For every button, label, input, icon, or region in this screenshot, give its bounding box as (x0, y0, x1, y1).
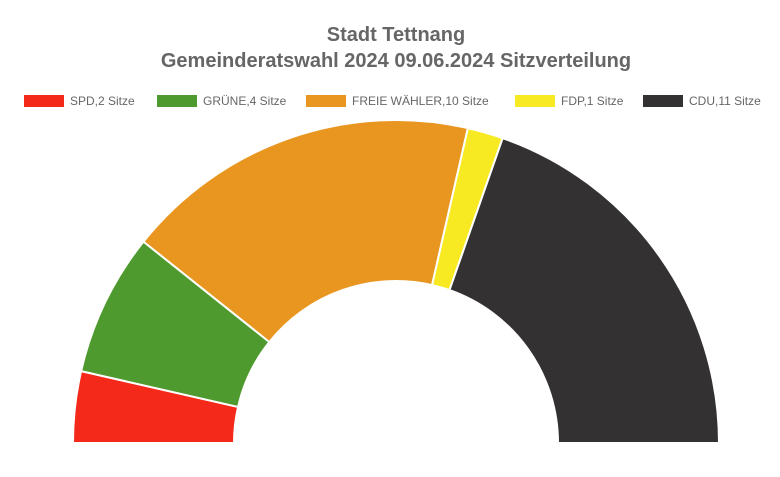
slices-group (71, 119, 721, 444)
legend-item-gruene[interactable]: GRÜNE,4 Sitze (157, 94, 286, 108)
legend-label-freie-waehler: FREIE WÄHLER,10 Sitze (352, 94, 489, 108)
chart-title: Stadt Tettnang Gemeinderatswahl 2024 09.… (0, 22, 780, 74)
legend-item-fdp[interactable]: FDP,1 Sitze (515, 94, 623, 108)
legend-swatch-gruene (157, 95, 197, 107)
legend-label-spd: SPD,2 Sitze (70, 94, 135, 108)
chart-title-line-2: Gemeinderatswahl 2024 09.06.2024 Sitzver… (160, 50, 632, 72)
legend-item-cdu[interactable]: CDU,11 Sitze (643, 94, 761, 108)
chart-title-line-1: Stadt Tettnang (326, 24, 466, 46)
slice-cdu[interactable] (448, 136, 721, 444)
legend-item-freie-waehler[interactable]: FREIE WÄHLER,10 Sitze (306, 94, 489, 108)
slice-freie-waehler[interactable] (142, 119, 470, 344)
legend-item-spd[interactable]: SPD,2 Sitze (24, 94, 135, 108)
legend-swatch-cdu (643, 95, 683, 107)
legend-swatch-spd (24, 95, 64, 107)
legend-label-cdu: CDU,11 Sitze (689, 94, 761, 108)
legend-label-fdp: FDP,1 Sitze (561, 94, 624, 108)
chart-legend: SPD,2 Sitze GRÜNE,4 Sitze FREIE WÄHLER,1… (0, 94, 780, 112)
legend-swatch-fdp (515, 95, 555, 107)
legend-swatch-freie-waehler (306, 95, 346, 107)
legend-label-gruene: GRÜNE,4 Sitze (203, 94, 287, 108)
